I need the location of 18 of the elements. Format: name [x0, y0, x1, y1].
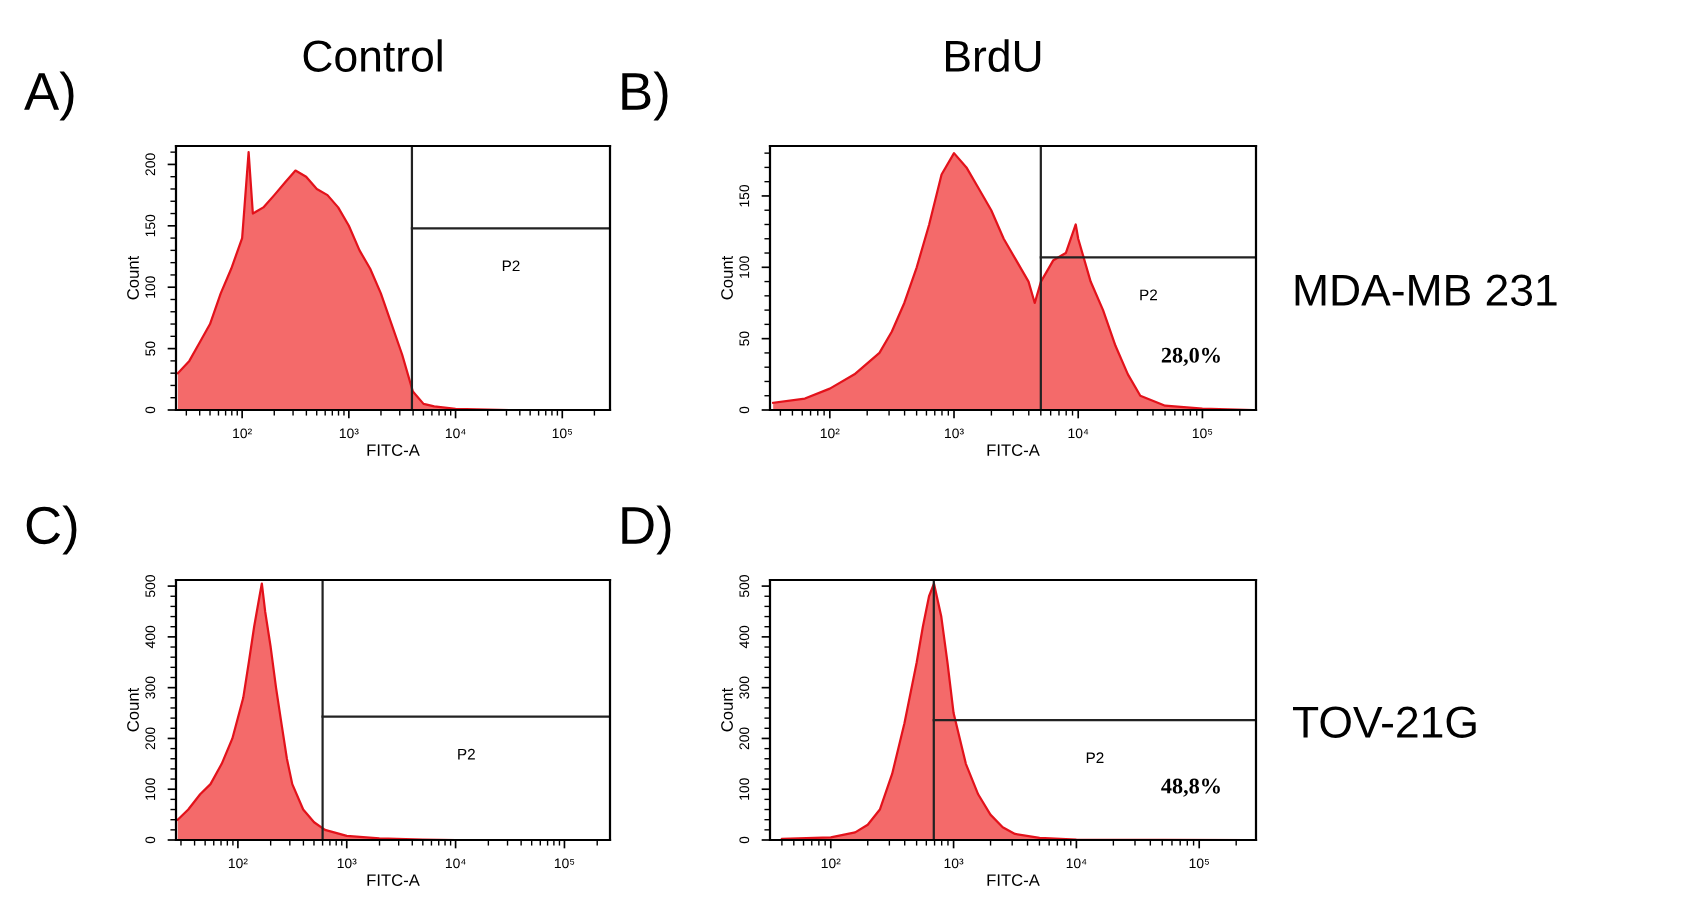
chart-subtitle: BrdU: [946, 39, 1041, 72]
x-axis-title: FITC-A: [987, 444, 1040, 457]
text: MDA-MB 231: [1295, 274, 1557, 306]
chart-title: B): [622, 71, 668, 121]
y-axis-title: Count: [721, 687, 733, 732]
chart-title: A): [24, 71, 74, 121]
y-axis-title: Count: [721, 255, 733, 300]
y-axis-title: Count: [127, 687, 139, 732]
x-axis-title: FITC-A: [367, 444, 420, 457]
text: TOV-21G: [1293, 706, 1476, 738]
chart-title: D): [622, 505, 671, 555]
chart-subtitle: Control: [303, 39, 442, 72]
annotation: 28,0%: [1161, 347, 1220, 366]
chart-title: C): [26, 505, 77, 555]
y-axis-title: Count: [127, 255, 139, 300]
x-axis-title: FITC-A: [367, 874, 420, 887]
x-axis-title: FITC-A: [987, 874, 1040, 887]
annotation: 48,8%: [1161, 778, 1220, 797]
